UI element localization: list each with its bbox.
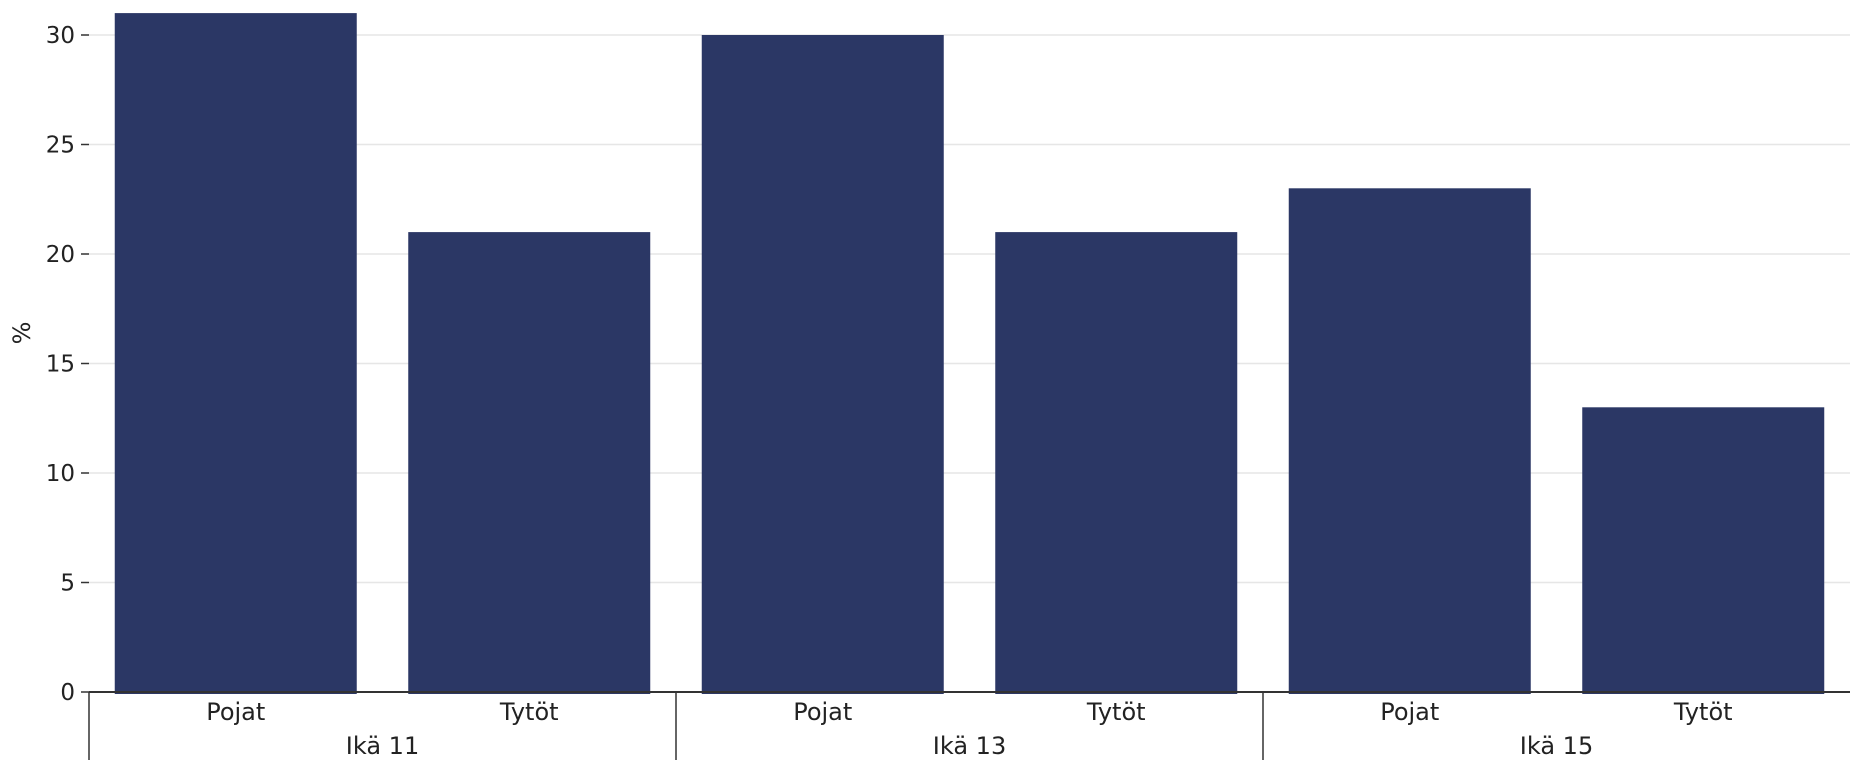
bar-ikä-13-pojat	[701, 35, 944, 694]
bar-ikä-15-pojat	[1288, 188, 1531, 695]
x-axis: Pojat Tytöt Ikä 11 Pojat Tytöt Ikä 13 Pojat Tyt…	[88, 691, 1850, 760]
y-tick-label-5: 5	[60, 571, 75, 597]
y-tick-label-30: 30	[46, 23, 75, 49]
x-group-label: Ikä 11	[346, 732, 419, 760]
y-tick-label-25: 25	[46, 133, 75, 159]
x-category-label: Tytöt	[1673, 698, 1733, 726]
bar-ikä-11-pojat	[114, 13, 357, 695]
x-category-label: Pojat	[1380, 698, 1439, 726]
x-category-label: Tytöt	[1086, 698, 1146, 726]
bar-ikä-15-tytöt	[1582, 407, 1825, 694]
x-group-label: Ikä 15	[1520, 732, 1593, 760]
x-category-label: Tytöt	[499, 698, 559, 726]
y-axis-title: %	[8, 322, 36, 345]
y-tick-label-15: 15	[46, 352, 75, 378]
bar-ikä-11-tytöt	[408, 232, 651, 694]
x-category-label: Pojat	[793, 698, 852, 726]
gridlines	[89, 34, 1850, 584]
y-tick-label-20: 20	[46, 242, 75, 268]
x-category-label: Pojat	[206, 698, 265, 726]
y-axis: 0 5 10 15 20 25 30	[46, 23, 89, 706]
y-tick-label-10: 10	[46, 461, 75, 487]
y-tick-label-0: 0	[60, 680, 75, 706]
x-group-label: Ikä 13	[933, 732, 1006, 760]
bar-ikä-13-tytöt	[995, 232, 1238, 694]
bars	[114, 13, 1825, 695]
